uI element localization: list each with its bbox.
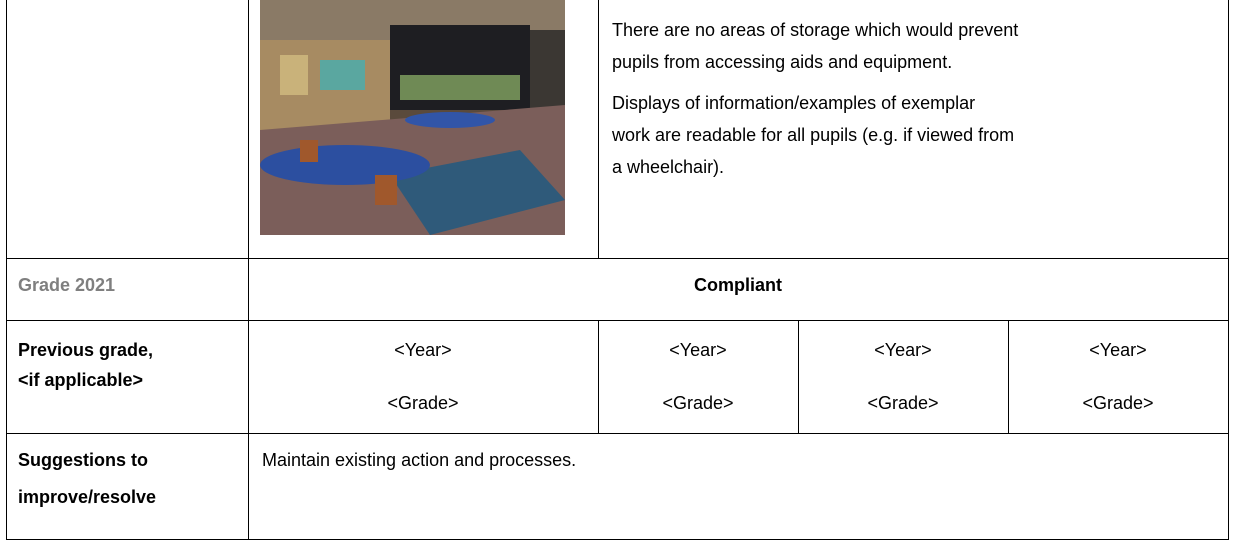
- chair: [375, 175, 397, 205]
- table: [260, 145, 430, 185]
- paragraph-line: work are readable for all pupils (e.g. i…: [612, 125, 1015, 145]
- previous-grade: <Grade>: [662, 393, 734, 413]
- display: [320, 60, 365, 90]
- row-label: improve/resolve: [18, 487, 157, 507]
- paragraph-line: a wheelchair).: [612, 157, 725, 177]
- border: [1008, 320, 1009, 433]
- table: [405, 112, 495, 128]
- row-label: Grade 2021: [18, 275, 116, 295]
- paragraph-line: Displays of information/examples of exem…: [612, 93, 976, 113]
- border: [6, 320, 1229, 321]
- border: [798, 320, 799, 433]
- border: [598, 320, 599, 433]
- paragraph-line: pupils from accessing aids and equipment…: [612, 52, 953, 72]
- classroom-photo: [260, 0, 565, 235]
- row-label: Suggestions to: [18, 450, 148, 470]
- window-view: [400, 75, 520, 100]
- border: [248, 0, 249, 540]
- previous-year: <Year>: [394, 340, 452, 360]
- previous-grade: <Grade>: [1082, 393, 1154, 413]
- previous-year: <Year>: [874, 340, 932, 360]
- previous-grade: <Grade>: [867, 393, 939, 413]
- border: [6, 0, 7, 540]
- chair: [300, 140, 318, 162]
- border: [6, 433, 1229, 434]
- border: [6, 258, 1229, 259]
- border: [1228, 0, 1229, 540]
- previous-year: <Year>: [669, 340, 727, 360]
- border: [598, 0, 599, 258]
- row-label: <if applicable>: [18, 370, 144, 390]
- display: [280, 55, 308, 95]
- row-label: Previous grade,: [18, 340, 154, 360]
- grade-value: Compliant: [694, 275, 782, 295]
- paragraph-line: There are no areas of storage which woul…: [612, 20, 1019, 40]
- suggestion-text: Maintain existing action and processes.: [262, 450, 577, 470]
- previous-grade: <Grade>: [387, 393, 459, 413]
- previous-year: <Year>: [1089, 340, 1147, 360]
- carpet: [390, 150, 565, 235]
